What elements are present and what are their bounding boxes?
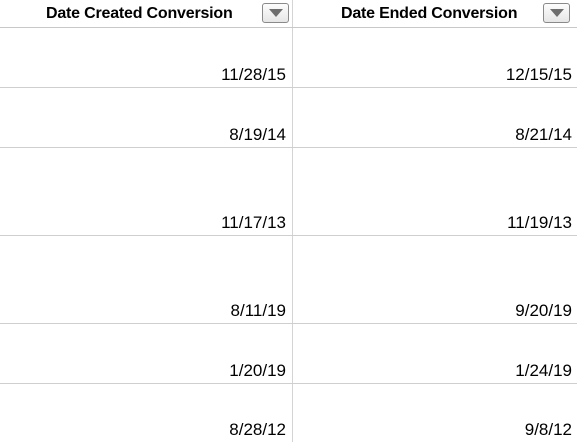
cell-value: 9/8/12 — [524, 420, 572, 439]
cell-value: 8/11/19 — [230, 301, 286, 320]
cell-value: 11/17/13 — [221, 213, 286, 232]
cell-value: 1/20/19 — [229, 361, 286, 380]
filter-dropdown-button[interactable] — [543, 3, 570, 23]
table-row: 8/28/12 9/8/12 — [0, 384, 577, 442]
column-header-date-ended[interactable]: Date Ended Conversion — [293, 0, 577, 27]
cell-value: 8/19/14 — [229, 125, 286, 144]
column-header-label: Date Created Conversion — [46, 5, 233, 22]
cell-value: 9/20/19 — [515, 301, 572, 320]
cell-date-created[interactable]: 1/20/19 — [0, 324, 293, 383]
cell-date-created[interactable]: 11/17/13 — [0, 148, 293, 235]
cell-date-created[interactable]: 11/28/15 — [0, 28, 293, 87]
column-header-label: Date Ended Conversion — [341, 5, 518, 22]
dropdown-arrow-icon — [269, 9, 283, 17]
table-row: 1/20/19 1/24/19 — [0, 324, 577, 384]
cell-date-ended[interactable]: 1/24/19 — [293, 324, 577, 383]
cell-date-ended[interactable]: 11/19/13 — [293, 148, 577, 235]
cell-date-ended[interactable]: 12/15/15 — [293, 28, 577, 87]
cell-date-ended[interactable]: 9/20/19 — [293, 236, 577, 323]
cell-date-ended[interactable]: 8/21/14 — [293, 88, 577, 147]
cell-value: 11/19/13 — [507, 213, 572, 232]
column-header-row: Date Created Conversion Date Ended Conve… — [0, 0, 577, 28]
filter-dropdown-button[interactable] — [262, 3, 289, 23]
table-row: 8/19/14 8/21/14 — [0, 88, 577, 148]
cell-value: 11/28/15 — [221, 65, 286, 84]
cell-value: 8/21/14 — [515, 125, 572, 144]
cell-value: 12/15/15 — [505, 65, 572, 84]
table-row: 11/28/15 12/15/15 — [0, 28, 577, 88]
cell-value: 8/28/12 — [229, 420, 286, 439]
cell-date-created[interactable]: 8/28/12 — [0, 384, 293, 442]
table-row: 11/17/13 11/19/13 — [0, 148, 577, 236]
dropdown-arrow-icon — [550, 9, 564, 17]
cell-date-ended[interactable]: 9/8/12 — [293, 384, 577, 442]
column-header-date-created[interactable]: Date Created Conversion — [0, 0, 293, 27]
table-row: 8/11/19 9/20/19 — [0, 236, 577, 324]
cell-value: 1/24/19 — [515, 361, 572, 380]
cell-date-created[interactable]: 8/19/14 — [0, 88, 293, 147]
cell-date-created[interactable]: 8/11/19 — [0, 236, 293, 323]
